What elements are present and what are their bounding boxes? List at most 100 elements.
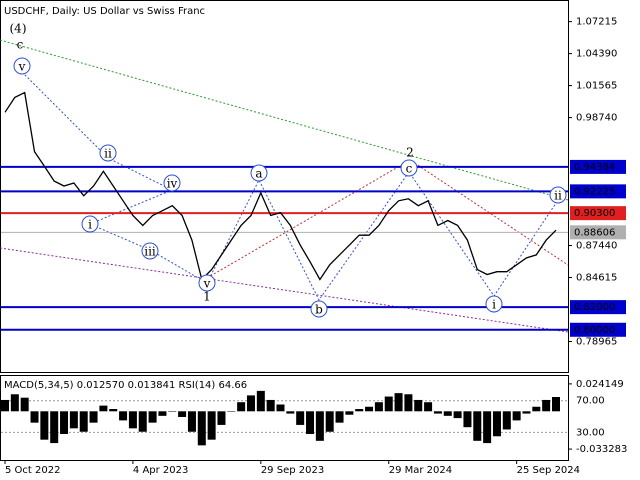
macd-bar [404,394,413,412]
macd-bar [384,396,393,412]
wave-line [206,171,559,301]
wave-label: (4) [10,22,27,36]
wave-label: iv [167,177,178,191]
macd-bar [138,411,147,432]
macd-bar [256,390,265,412]
macd-bar [542,399,551,412]
wave-label: c [406,162,413,176]
level-box [570,300,626,315]
macd-bar [69,411,78,429]
macd-bar [119,411,128,421]
macd-bar [345,411,354,415]
macd-bar [492,411,501,437]
x-tick-label: 29 Sep 2023 [261,465,324,476]
wave-circle [13,57,31,75]
y-tick-label: 0.84615 [576,273,617,284]
level-box [570,184,626,199]
macd-bar [178,411,187,417]
x-tick-label: 25 Sep 2024 [517,465,580,476]
wave-label: iii [144,245,156,259]
macd-bar [197,411,206,446]
y-tick-label: 1.04390 [576,49,617,60]
macd-bar [109,409,118,412]
macd-bar [365,406,374,412]
macd-bar [443,411,452,416]
wave-circle [310,300,328,318]
level-box [570,322,626,337]
macd-bar [266,399,275,412]
macd-bar [552,397,560,412]
macd-bar [522,411,531,414]
wave-label: ii [104,147,112,161]
level-box [570,206,626,221]
y-tick-label: 1.07215 [576,17,617,28]
macd-bar [30,411,39,423]
macd-bar [148,411,157,423]
price-line [4,91,557,281]
macd-bar [532,406,541,412]
macd-bar [394,393,403,412]
macd-bar [374,402,383,412]
macd-bar [315,411,324,441]
macd-bar [207,411,216,440]
wave-label: v [18,60,26,74]
macd-bar [355,409,364,412]
macd-bar [158,411,167,416]
level-box [570,225,626,240]
wave-label: v [203,277,211,291]
y-tick-label: 1.01565 [576,81,617,92]
wave-circle [81,215,99,233]
macd-bar [168,411,177,412]
macd-bar [276,404,285,412]
macd-bar [10,394,19,412]
x-tick-label: 5 Oct 2022 [5,465,60,476]
macd-bar [227,411,236,412]
level-label: 0.82000 [574,302,615,313]
macd-bar [79,411,88,432]
macd-bar [286,411,295,414]
level-label: 0.80000 [574,325,615,336]
macd-bar [40,411,49,440]
macd-bar [246,395,255,412]
wave-label: a [255,167,262,181]
macd-bar [60,411,69,435]
wave-label: 1 [203,290,211,304]
wave-circle [485,295,503,313]
y2-tick-label: 30.00 [576,427,605,438]
macd-bar [433,411,442,414]
macd-bar [187,411,196,432]
chart-title: USDCHF, Daily: US Dollar vs Swiss Franc [4,6,205,17]
x-tick-label: 29 Mar 2024 [389,465,452,476]
macd-bar [306,411,315,435]
wave-circle [141,242,159,260]
wave-label: b [315,303,323,317]
y-tick-label: 0.87440 [576,241,617,252]
level-label: 0.90300 [574,208,615,219]
macd-bar [463,411,472,428]
macd-bar [217,411,226,425]
macd-bar [20,397,29,412]
macd-bar [424,402,433,412]
wave-label: 2 [406,146,414,160]
trend-line [0,247,569,333]
wave-circle [163,174,181,192]
wave-label: i [88,218,92,232]
wave-line [21,71,208,284]
y2-tick-label: 70.00 [576,396,605,407]
macd-bar [128,411,137,429]
level-label: 0.88606 [574,227,615,238]
macd-bar [502,411,511,430]
wave-circle [250,164,268,182]
macd-bar [335,411,344,423]
y-tick-label: -0.033283 [576,444,627,455]
macd-bar [473,411,482,441]
y-tick-label: 0.78965 [576,336,617,347]
macd-bar [453,411,462,419]
macd-panel [0,375,569,461]
macd-bar [483,411,492,444]
wave-circle [99,144,117,162]
wave-circle [400,159,418,177]
wave-line [206,159,569,279]
macd-bar [325,411,334,432]
